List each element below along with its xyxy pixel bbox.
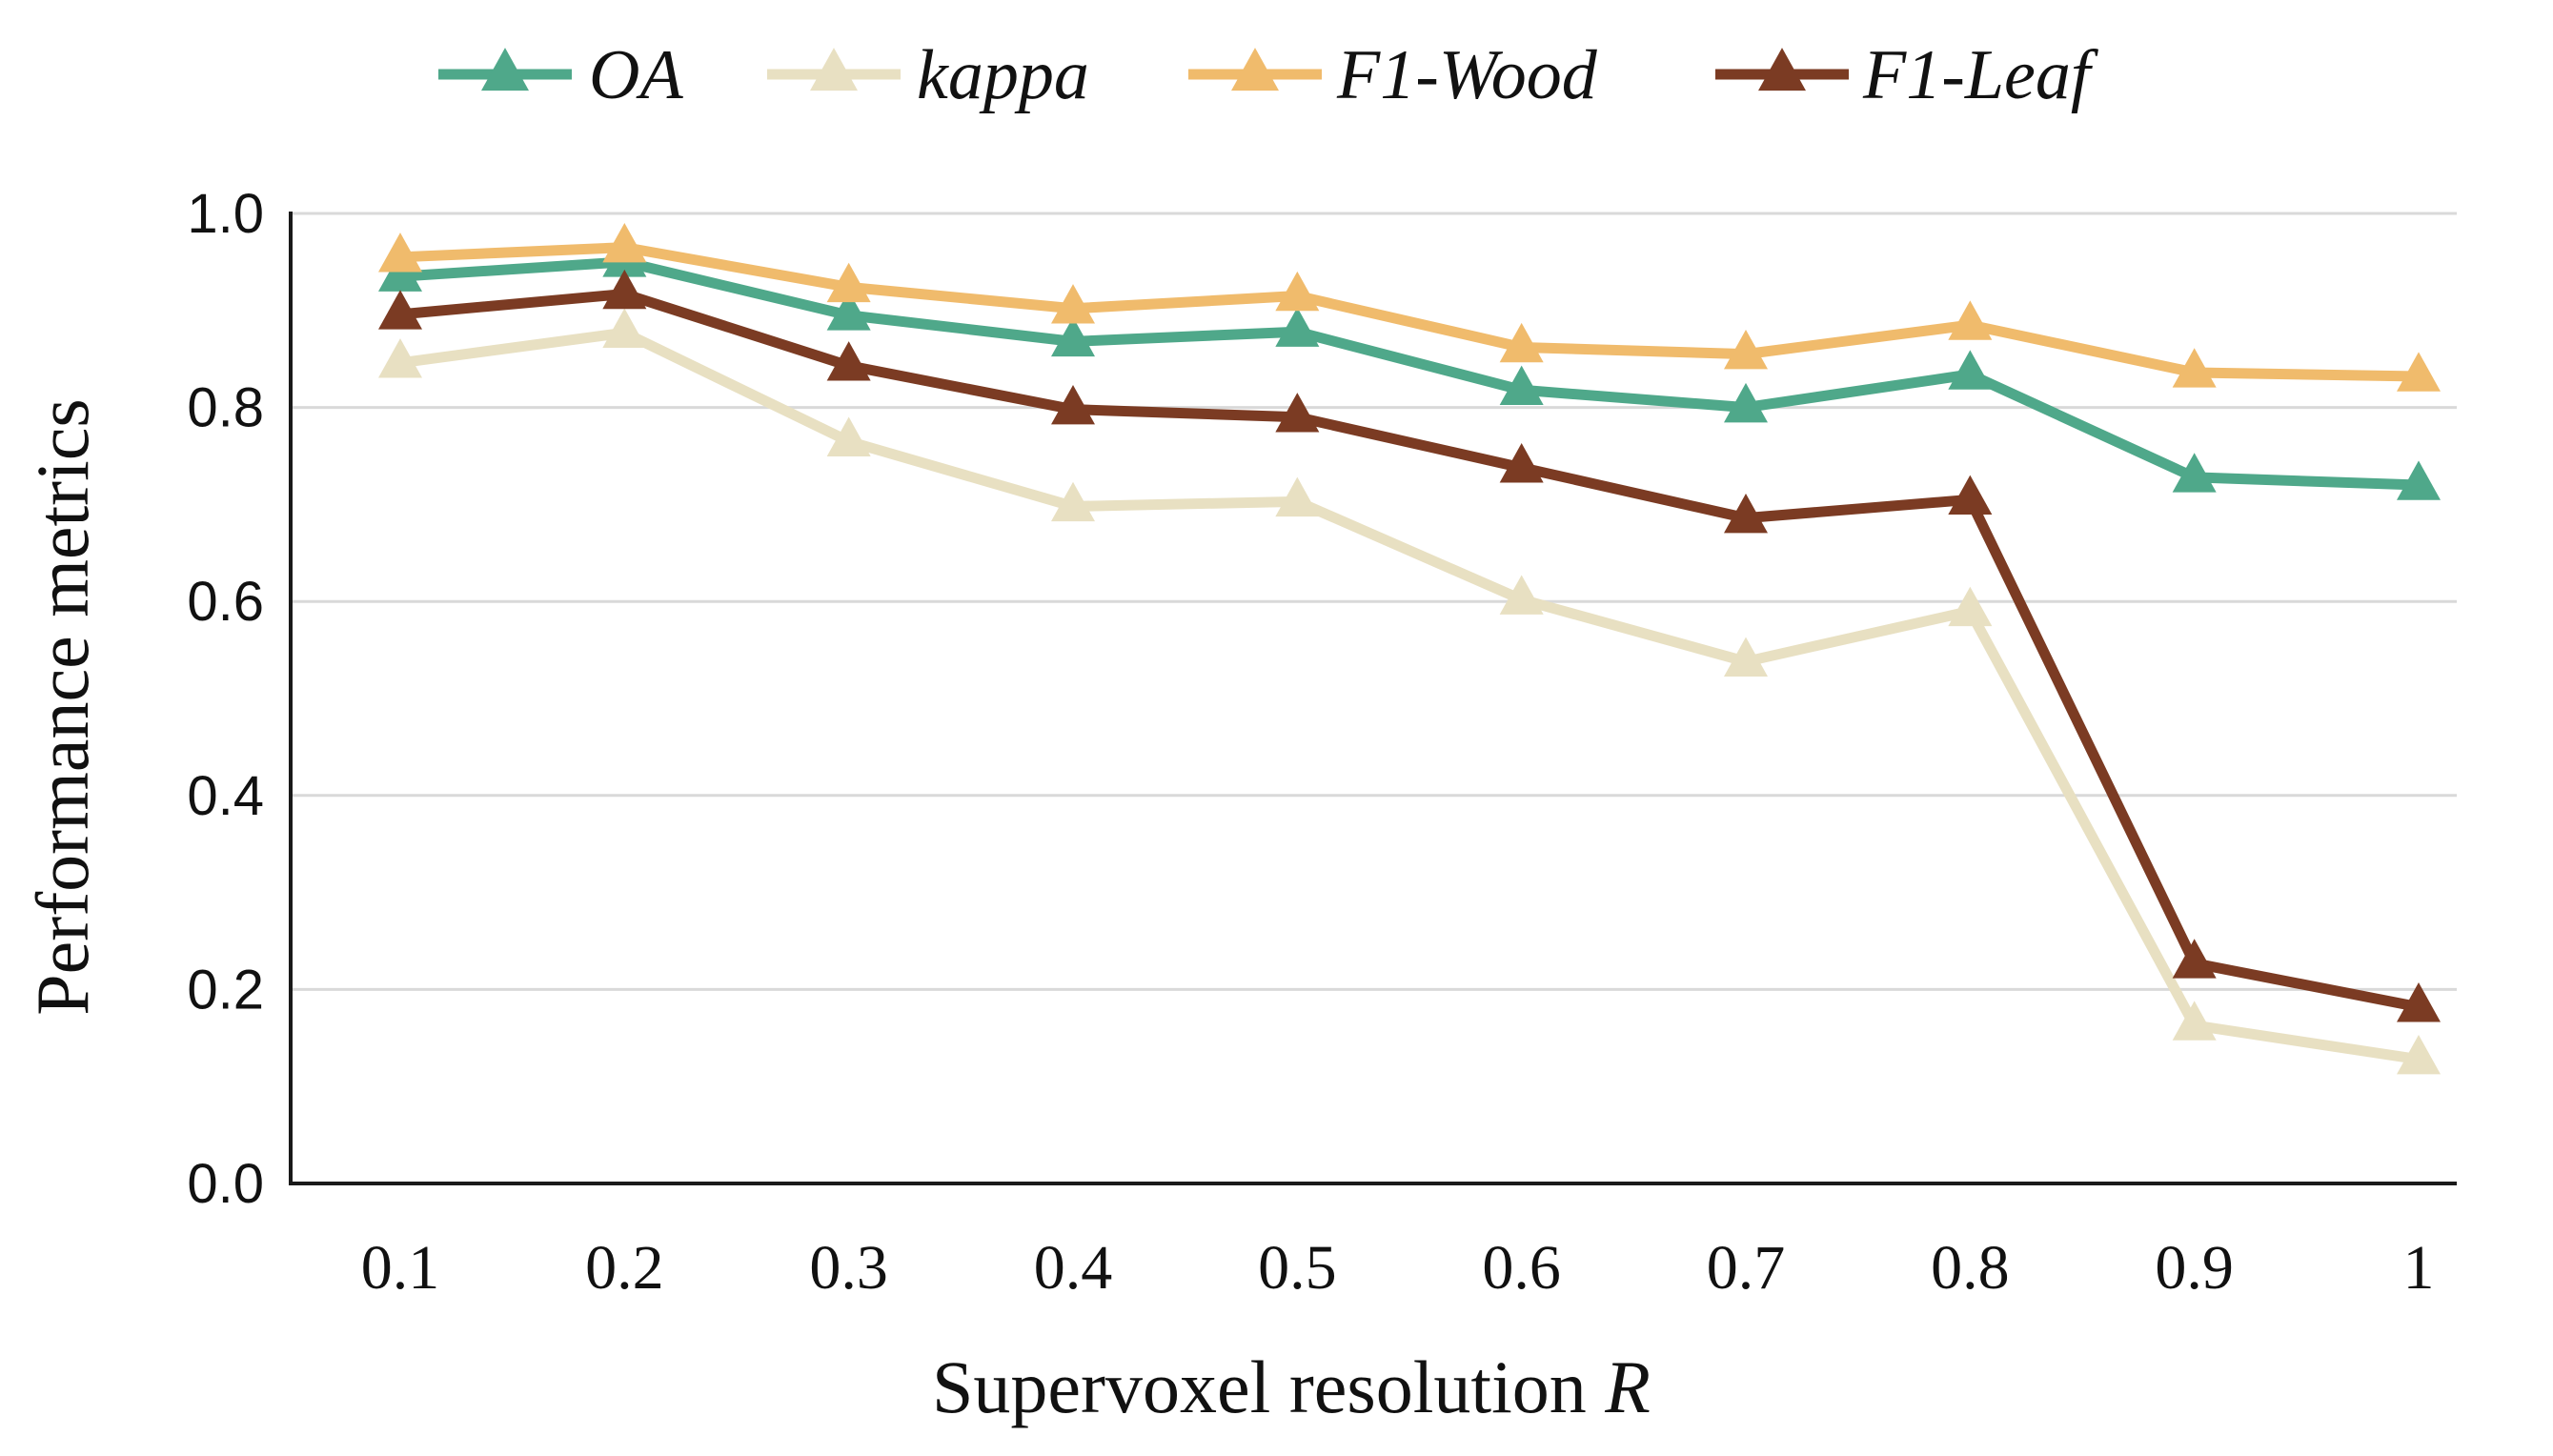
axes: 0.0 0.2 0.4 0.6 0.8 1.0 0.1 0.2 0.3 0.4 0.5 0.6 0.7 0… <box>187 183 2457 1303</box>
data-point-oa <box>826 291 871 331</box>
data-point-kappa <box>1948 586 1993 627</box>
data-point-f1-wood <box>1724 329 1768 370</box>
x-tick-label: 0.9 <box>2155 1233 2234 1303</box>
legend-swatch-marker <box>1231 48 1279 91</box>
data-point-f1-leaf <box>2172 939 2217 979</box>
data-point-f1-wood <box>2397 352 2441 392</box>
data-point-f1-wood <box>378 233 422 273</box>
series-kappa <box>378 308 2441 1075</box>
data-point-f1-leaf <box>1275 393 1320 433</box>
data-point-kappa <box>1499 575 1544 615</box>
x-tick-label: 0.8 <box>1931 1233 2010 1303</box>
data-point-kappa <box>1051 481 1095 522</box>
data-point-f1-leaf <box>1051 384 1095 425</box>
y-tick-label: 0.6 <box>187 571 264 633</box>
y-tick-label: 0.2 <box>187 959 264 1021</box>
data-point-f1-leaf <box>378 290 422 330</box>
y-tick-label: 0.0 <box>187 1153 264 1215</box>
x-axis-title-variable: R <box>1604 1345 1651 1428</box>
data-point-kappa <box>378 338 422 378</box>
data-point-oa <box>2172 453 2217 493</box>
data-point-kappa <box>602 308 647 348</box>
x-tick-label: 0.1 <box>361 1233 440 1303</box>
legend-item-kappa: kappa <box>767 36 1089 114</box>
data-point-kappa <box>826 416 871 456</box>
x-tick-label: 0.3 <box>809 1233 888 1303</box>
data-point-kappa <box>2397 1035 2441 1075</box>
series-line-f1-leaf <box>399 288 2421 1013</box>
series <box>378 222 2441 1075</box>
y-tick-label: 0.4 <box>187 765 264 827</box>
data-point-kappa <box>2172 1001 2217 1041</box>
legend-swatch-marker <box>481 48 529 91</box>
y-tick-label: 0.8 <box>187 377 264 439</box>
data-point-f1-wood <box>1051 284 1095 324</box>
legend-item-f1-wood: F1-Wood <box>1188 36 1598 114</box>
data-point-f1-wood <box>1275 271 1320 312</box>
data-point-oa <box>1948 350 1993 390</box>
data-point-oa <box>1275 307 1320 347</box>
series-f1-leaf <box>378 269 2441 1022</box>
x-axis-title-text: Supervoxel resolution <box>932 1345 1587 1428</box>
legend-label: F1-Wood <box>1336 36 1598 114</box>
data-point-f1-wood <box>1499 322 1544 363</box>
data-point-f1-leaf <box>1724 493 1768 534</box>
data-point-f1-wood <box>2172 348 2217 388</box>
legend-item-f1-leaf: F1-Leaf <box>1715 36 2099 114</box>
x-tick-label: 0.2 <box>585 1233 664 1303</box>
series-line-kappa <box>399 327 2420 1065</box>
data-point-oa <box>1724 382 1768 423</box>
data-point-f1-leaf <box>2397 982 2441 1022</box>
y-axis-title: Performance metrics <box>21 398 104 1016</box>
data-point-f1-wood <box>1948 300 1993 340</box>
y-tick-label: 1.0 <box>187 183 264 245</box>
data-point-oa <box>2397 460 2441 500</box>
data-point-f1-leaf <box>1948 475 1993 516</box>
data-point-f1-leaf <box>1499 443 1544 483</box>
legend-label: F1-Leaf <box>1862 36 2099 114</box>
data-point-kappa <box>1275 476 1320 517</box>
legend-swatch-marker <box>810 48 858 91</box>
data-point-f1-leaf <box>826 341 871 381</box>
series-line-oa <box>399 256 2420 491</box>
data-point-oa <box>1499 365 1544 406</box>
legend: OA kappa F1-Wood F1-Leaf <box>438 36 2099 114</box>
data-point-kappa <box>1724 637 1768 677</box>
x-tick-label: 1 <box>2403 1233 2435 1303</box>
x-axis-title: Supervoxel resolution R <box>932 1345 1651 1428</box>
x-tick-label: 0.7 <box>1707 1233 1786 1303</box>
data-point-oa <box>1051 316 1095 357</box>
data-point-f1-leaf <box>602 269 647 310</box>
data-point-f1-wood <box>602 222 647 263</box>
legend-item-oa: OA <box>438 36 683 114</box>
x-tick-label: 0.4 <box>1034 1233 1113 1303</box>
legend-label: kappa <box>917 36 1089 114</box>
legend-swatch-marker <box>1758 48 1806 91</box>
data-point-f1-wood <box>826 262 871 303</box>
legend-label: OA <box>589 36 683 114</box>
gridlines <box>291 212 2457 991</box>
x-tick-label: 0.6 <box>1482 1233 1561 1303</box>
series-line-f1-wood <box>399 242 2420 382</box>
series-f1-wood <box>378 222 2441 392</box>
x-tick-label: 0.5 <box>1258 1233 1337 1303</box>
series-oa <box>378 237 2441 500</box>
